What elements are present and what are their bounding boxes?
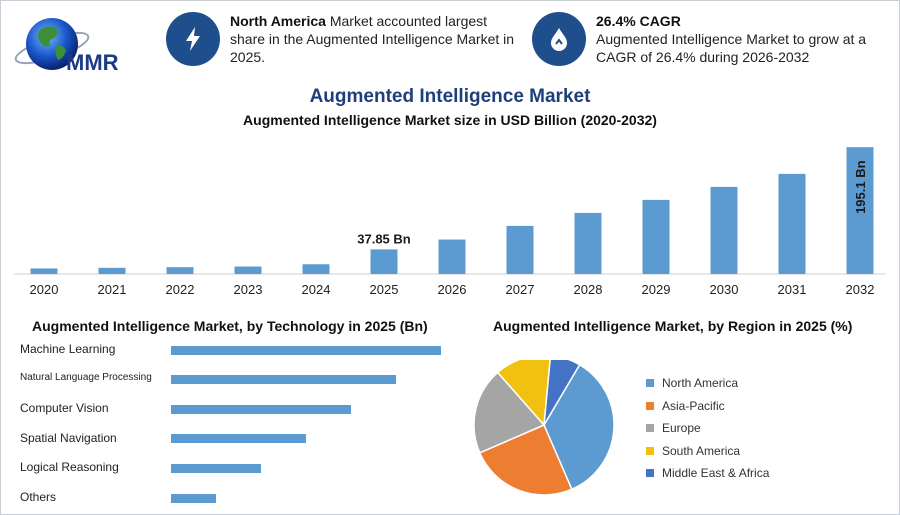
info-right-text: 26.4% CAGR Augmented Intelligence Market… [596, 12, 882, 66]
technology-label: Computer Vision [20, 401, 109, 416]
bar-2026 [438, 239, 466, 274]
technology-chart-title: Augmented Intelligence Market, by Techno… [32, 318, 428, 334]
pie-slice-south-america [496, 360, 551, 427]
legend-item: South America [646, 440, 769, 463]
bar-2028 [574, 212, 602, 274]
technology-bar [171, 493, 216, 503]
legend-item: Middle East & Africa [646, 462, 769, 485]
legend-item: Asia-Pacific [646, 395, 769, 418]
x-tick-label: 2026 [438, 282, 467, 297]
bar-2030 [710, 186, 738, 274]
bar-2032 [846, 147, 874, 274]
technology-bar [171, 404, 351, 414]
bar-2025 [370, 249, 398, 274]
mmr-logo: MMR [12, 10, 142, 82]
info-left-text: North America Market accounted largest s… [230, 12, 516, 66]
bar-2031 [778, 173, 806, 274]
technology-bar [171, 375, 396, 385]
bar-2021 [98, 267, 126, 274]
x-tick-label: 2028 [574, 282, 603, 297]
market-size-bar-chart: 2020 2021 2022 2023 2024 2025 2026 2027 2028 2029… [14, 147, 886, 297]
info-right-body: Augmented Intelligence Market to grow at… [596, 31, 867, 65]
x-tick-label: 2021 [98, 282, 127, 297]
bar-2020 [30, 268, 58, 274]
legend-label: North America [662, 376, 739, 391]
technology-label: Machine Learning [20, 342, 116, 356]
bar-2024 [302, 264, 330, 274]
x-tick-label: 2032 [846, 282, 875, 297]
legend-item: Europe [646, 417, 769, 440]
x-tick-label: 2022 [166, 282, 195, 297]
pie-slice-middle-east-africa [543, 360, 581, 426]
info-cagr: 26.4% CAGR Augmented Intelligence Market… [532, 12, 882, 66]
technology-label: Natural Language Processing [20, 371, 152, 383]
region-chart-title: Augmented Intelligence Market, by Region… [493, 318, 853, 334]
legend-swatch [646, 424, 654, 433]
technology-bar [171, 345, 441, 355]
legend-label: South America [662, 443, 741, 458]
x-tick-label: 2025 [370, 282, 399, 297]
logo-text: MMR [66, 50, 119, 75]
main-title: Augmented Intelligence Market [309, 86, 591, 107]
data-label: 37.85 Bn [357, 231, 411, 246]
bar-2029 [642, 199, 670, 274]
legend-label: Middle East & Africa [662, 466, 770, 481]
info-right-bold: 26.4% CAGR [596, 13, 681, 29]
x-tick-label: 2027 [506, 282, 535, 297]
bar-2027 [506, 225, 534, 274]
x-tick-label: 2030 [710, 282, 739, 297]
info-left-body: Market accounted largest share in the Au… [230, 13, 515, 65]
main-chart-subtitle: Augmented Intelligence Market size in US… [243, 112, 657, 128]
technology-label: Others [20, 490, 57, 504]
legend-swatch [646, 401, 654, 410]
region-legend: North America Asia-Pacific Europe South Ame… [646, 372, 769, 485]
pie-slice-europe [473, 371, 546, 454]
x-tick-label: 2023 [234, 282, 263, 297]
x-tick-label: 2020 [30, 282, 59, 297]
globe-logo-icon: MMR [14, 18, 119, 75]
data-label: 195.1 Bn [853, 160, 868, 214]
x-tick-label: 2024 [302, 282, 331, 297]
legend-swatch [646, 469, 654, 478]
legend-label: Asia-Pacific [662, 398, 725, 413]
region-pie-chart [473, 360, 615, 496]
legend-item: North America [646, 372, 769, 395]
pie-slice-asia-pacific [478, 424, 573, 496]
technology-bar [171, 434, 306, 444]
legend-swatch [646, 446, 654, 455]
growth-drop-icon [532, 12, 586, 66]
legend-label: Europe [662, 421, 701, 436]
bar-2022 [166, 267, 194, 274]
technology-bar [171, 463, 261, 473]
technology-label: Logical Reasoning [20, 460, 119, 475]
x-tick-label: 2029 [642, 282, 671, 297]
x-tick-label: 2031 [778, 282, 807, 297]
info-north-america: North America Market accounted largest s… [166, 12, 516, 66]
bar-2023 [234, 266, 262, 274]
technology-label: Spatial Navigation [20, 430, 117, 445]
info-left-bold: North America [230, 13, 326, 29]
legend-swatch [646, 379, 654, 388]
lightning-icon [166, 12, 220, 66]
